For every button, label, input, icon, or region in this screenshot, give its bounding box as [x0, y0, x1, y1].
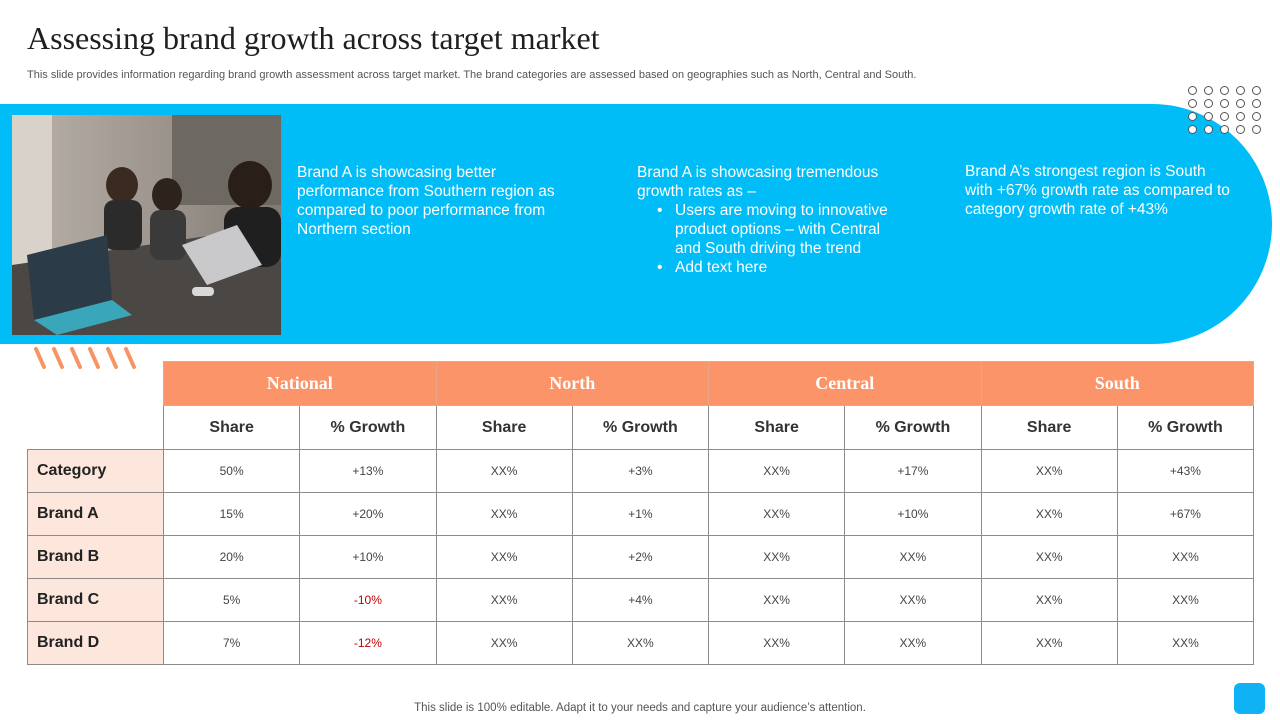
table-cell-negative: -12%: [299, 621, 437, 665]
table-cell: XX%: [980, 449, 1118, 493]
slide-footer: This slide is 100% editable. Adapt it to…: [414, 702, 866, 714]
region-header-national: National: [163, 361, 437, 406]
table-row: Brand A 15% +20% XX% +1% XX% +10% XX% +6…: [27, 492, 1255, 536]
table-cell: XX%: [435, 621, 573, 665]
share-header: Share: [435, 405, 573, 450]
table-cell: +2%: [571, 535, 710, 579]
table-cell: XX%: [844, 621, 982, 665]
region-header-row: National North Central South: [28, 361, 1255, 406]
table-cell-negative: -10%: [299, 578, 437, 622]
table-cell: XX%: [1116, 621, 1255, 665]
table-cell: XX%: [844, 578, 982, 622]
share-header: Share: [708, 405, 846, 450]
region-header-north: North: [435, 361, 710, 406]
table-cell: 5%: [162, 578, 301, 622]
meeting-photo-icon: [12, 115, 281, 335]
region-header-central: Central: [708, 361, 982, 406]
table-cell: XX%: [980, 535, 1118, 579]
growth-header: % Growth: [1116, 405, 1255, 450]
insight-text-1: Brand A is showcasing better performance…: [297, 164, 555, 238]
table-cell: +43%: [1116, 449, 1255, 493]
table-cell: +20%: [299, 492, 437, 536]
table-cell: 7%: [162, 621, 301, 665]
metric-header-row: Share % Growth Share % Growth Share % Gr…: [28, 405, 1255, 450]
share-header: Share: [162, 405, 301, 450]
table-cell: +1%: [571, 492, 710, 536]
table-cell: XX%: [435, 449, 573, 493]
table-cell: XX%: [708, 492, 846, 536]
insight-text-3: Brand A’s strongest region is South with…: [965, 163, 1230, 218]
table-cell: 15%: [162, 492, 301, 536]
table-row: Brand C 5% -10% XX% +4% XX% XX% XX% XX%: [27, 578, 1255, 622]
table-cell: 50%: [162, 449, 301, 493]
table-cell: +10%: [844, 492, 982, 536]
table-cell: XX%: [844, 535, 982, 579]
table-cell: XX%: [980, 578, 1118, 622]
insight-bullet-list: Users are moving to innovative product o…: [637, 201, 902, 277]
slide-subtitle: This slide provides information regardin…: [27, 69, 917, 81]
table-cell: +17%: [844, 449, 982, 493]
growth-table: National North Central South Share % Gro…: [27, 361, 1255, 665]
table-cell: XX%: [435, 535, 573, 579]
region-header-south: South: [980, 361, 1255, 406]
table-cell: +4%: [571, 578, 710, 622]
stripe-decoration-icon: [34, 347, 136, 369]
insight-bullet: Add text here: [657, 258, 902, 277]
row-label: Category: [27, 449, 164, 493]
header-spacer: [28, 362, 164, 406]
slide-title: Assessing brand growth across target mar…: [27, 20, 600, 56]
dot-grid-decoration-icon: [1188, 86, 1268, 136]
table-cell: XX%: [708, 449, 846, 493]
table-cell: +67%: [1116, 492, 1255, 536]
table-cell: +3%: [571, 449, 710, 493]
table-cell: XX%: [571, 621, 710, 665]
table-cell: XX%: [708, 578, 846, 622]
row-label: Brand A: [27, 492, 164, 536]
table-cell: XX%: [980, 492, 1118, 536]
insight-bullet: Users are moving to innovative product o…: [657, 201, 902, 258]
growth-header: % Growth: [571, 405, 710, 450]
table-cell: XX%: [435, 578, 573, 622]
growth-header: % Growth: [299, 405, 437, 450]
corner-square-icon: [1234, 683, 1265, 714]
subheader-spacer: [28, 406, 164, 450]
meeting-photo: [12, 115, 281, 335]
row-label: Brand C: [27, 578, 164, 622]
insight-text-2-intro: Brand A is showcasing tremendous growth …: [637, 164, 879, 200]
row-label: Brand B: [27, 535, 164, 579]
table-cell: XX%: [708, 621, 846, 665]
table-row: Brand D 7% -12% XX% XX% XX% XX% XX% XX%: [27, 621, 1255, 665]
table-row: Brand B 20% +10% XX% +2% XX% XX% XX% XX%: [27, 535, 1255, 579]
table-cell: 20%: [162, 535, 301, 579]
table-row: Category 50% +13% XX% +3% XX% +17% XX% +…: [27, 449, 1255, 493]
table-cell: XX%: [1116, 535, 1255, 579]
table-cell: XX%: [1116, 578, 1255, 622]
table-cell: XX%: [435, 492, 573, 536]
row-label: Brand D: [27, 621, 164, 665]
growth-header: % Growth: [844, 405, 982, 450]
table-cell: XX%: [980, 621, 1118, 665]
insight-text-2: Brand A is showcasing tremendous growth …: [637, 163, 902, 277]
table-cell: XX%: [708, 535, 846, 579]
table-cell: +10%: [299, 535, 437, 579]
share-header: Share: [980, 405, 1118, 450]
table-cell: +13%: [299, 449, 437, 493]
